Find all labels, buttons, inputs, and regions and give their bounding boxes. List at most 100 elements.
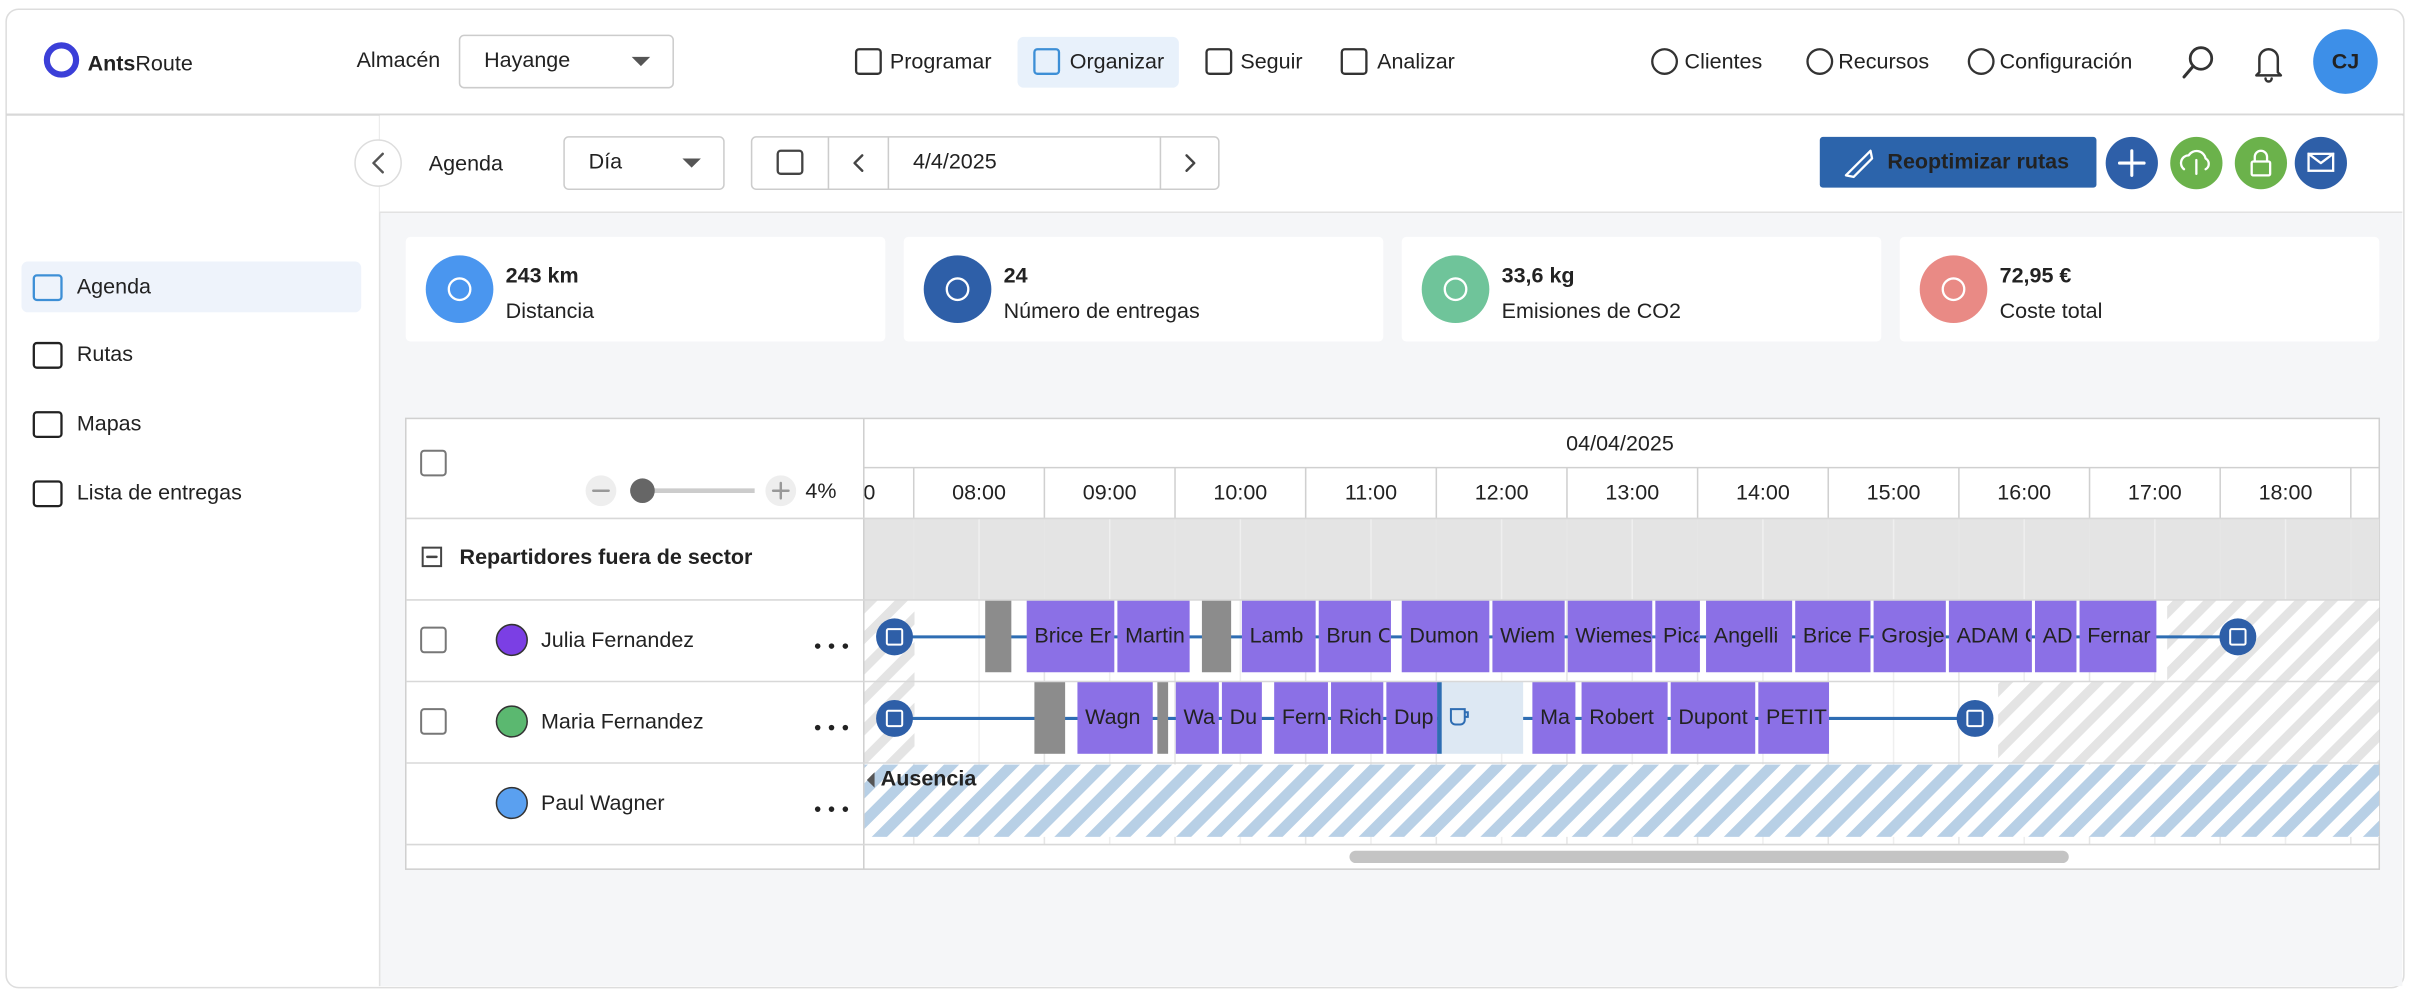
driver-menu[interactable] <box>828 643 835 649</box>
checkbox[interactable] <box>420 708 447 735</box>
checkbox[interactable] <box>420 626 447 654</box>
task-block[interactable] <box>1077 681 1153 754</box>
task-label: Rich <box>1339 705 1382 729</box>
task-label: Wiemes <box>1575 624 1653 648</box>
driver-menu[interactable] <box>814 643 821 649</box>
nav-item[interactable]: Configuración <box>2000 50 2133 74</box>
warehouse-value: Hayange <box>484 48 570 72</box>
nav-item[interactable]: Recursos <box>1838 50 1929 74</box>
zoom-value: 4% <box>805 479 836 503</box>
task-block[interactable] <box>1274 681 1328 754</box>
calendar-button[interactable] <box>776 149 804 175</box>
task-block[interactable] <box>2079 599 2157 673</box>
nav-icon <box>1205 48 1233 75</box>
nav-item[interactable]: Analizar <box>1377 50 1455 74</box>
driver-menu[interactable] <box>814 724 821 731</box>
task-label: Fern <box>1282 705 1326 729</box>
logo-icon <box>43 42 80 78</box>
task-block[interactable] <box>1706 599 1793 673</box>
stat-icon <box>425 255 494 324</box>
task-block[interactable] <box>1117 599 1190 673</box>
zoom-in-glyph <box>771 481 790 500</box>
avatar[interactable] <box>2313 29 2378 94</box>
task-label: PETIT <box>1766 705 1827 729</box>
hour-label: 13:00 <box>1605 480 1659 504</box>
task-block[interactable] <box>1221 681 1262 754</box>
stat-value: 243 km <box>506 264 579 288</box>
sidebar-item[interactable]: Agenda <box>77 274 151 298</box>
view-select[interactable] <box>563 136 725 190</box>
task-block[interactable] <box>1175 681 1219 754</box>
task-block[interactable] <box>1873 599 1946 673</box>
driver-menu[interactable] <box>828 724 835 731</box>
collapse-chevron <box>372 152 384 174</box>
logo-light: Route <box>135 51 192 75</box>
sidebar-item[interactable]: Lista de entregas <box>77 480 242 504</box>
stat-value: 33,6 kg <box>1502 264 1575 288</box>
driver-menu[interactable] <box>842 724 849 731</box>
travel-block <box>1157 681 1169 754</box>
scrollbar-thumb[interactable] <box>1349 850 2069 864</box>
task-block[interactable] <box>1948 599 2032 673</box>
sidebar-item[interactable]: Rutas <box>77 342 133 366</box>
stat-card <box>1899 236 2380 342</box>
warehouse-select[interactable] <box>458 34 674 89</box>
stat-icon-glyph <box>945 277 970 302</box>
driver-menu[interactable] <box>828 806 835 812</box>
driver-menu[interactable] <box>842 643 849 649</box>
view-value: Día <box>589 150 623 174</box>
task-block[interactable] <box>1567 599 1653 673</box>
task-clip: Lamb <box>1250 624 1304 648</box>
task-block[interactable] <box>1492 599 1565 673</box>
travel-block <box>1201 599 1232 673</box>
sidebar-active <box>21 261 362 313</box>
select-caret <box>631 56 651 67</box>
task-block[interactable] <box>1758 681 1830 754</box>
task-block[interactable] <box>1331 681 1384 754</box>
action-button[interactable] <box>2234 136 2288 190</box>
nav-icon <box>1651 48 1679 75</box>
task-block[interactable] <box>1026 599 1115 673</box>
task-block[interactable] <box>1795 599 1871 673</box>
driver-name: Julia Fernandez <box>541 628 694 652</box>
off-hours <box>1998 681 2380 764</box>
sidebar-item[interactable]: Mapas <box>77 411 142 435</box>
gantt-date: 04/04/2025 <box>1566 431 1674 455</box>
stat-icon-glyph <box>1443 277 1468 302</box>
nav-item[interactable]: Organizar <box>1070 50 1164 74</box>
off-hours <box>2167 599 2380 682</box>
mail-icon <box>2307 152 2335 172</box>
stat-icon-glyph <box>447 277 472 302</box>
task-block[interactable] <box>1318 599 1391 673</box>
hour-label: 17:00 <box>2128 480 2182 504</box>
search-icon[interactable] <box>2188 46 2214 71</box>
task-block[interactable] <box>2034 599 2077 673</box>
task-block[interactable] <box>1401 599 1490 673</box>
task-clip: ADAM C <box>1957 624 2031 648</box>
task-block[interactable] <box>1581 681 1668 754</box>
nav-item[interactable]: Programar <box>890 50 992 74</box>
collapse-button[interactable] <box>354 139 402 187</box>
nav-item[interactable]: Clientes <box>1685 50 1763 74</box>
task-label: Fernar <box>2087 624 2150 648</box>
gantt-group-bg <box>863 518 2380 600</box>
task-label: AD <box>2043 624 2073 648</box>
zoom-thumb[interactable] <box>630 478 655 504</box>
driver-menu[interactable] <box>814 806 821 812</box>
date-value: 4/4/2025 <box>913 150 997 174</box>
reoptimize-button[interactable] <box>1819 136 2097 188</box>
task-block[interactable] <box>1386 681 1438 754</box>
checkbox[interactable] <box>420 449 447 477</box>
nav-item[interactable]: Seguir <box>1240 50 1302 74</box>
task-block[interactable] <box>1670 681 1756 754</box>
task-block[interactable] <box>1532 681 1576 754</box>
driver-menu[interactable] <box>842 806 849 812</box>
task-clip: Brice F <box>1803 624 1869 648</box>
task-block[interactable] <box>1655 599 1700 673</box>
hour-label: 09:00 <box>1083 480 1137 504</box>
group-toggle[interactable] <box>421 546 443 568</box>
task-block[interactable] <box>1241 599 1316 673</box>
task-label: Grosje <box>1881 624 1944 648</box>
task-clip: Wa <box>1183 705 1214 729</box>
